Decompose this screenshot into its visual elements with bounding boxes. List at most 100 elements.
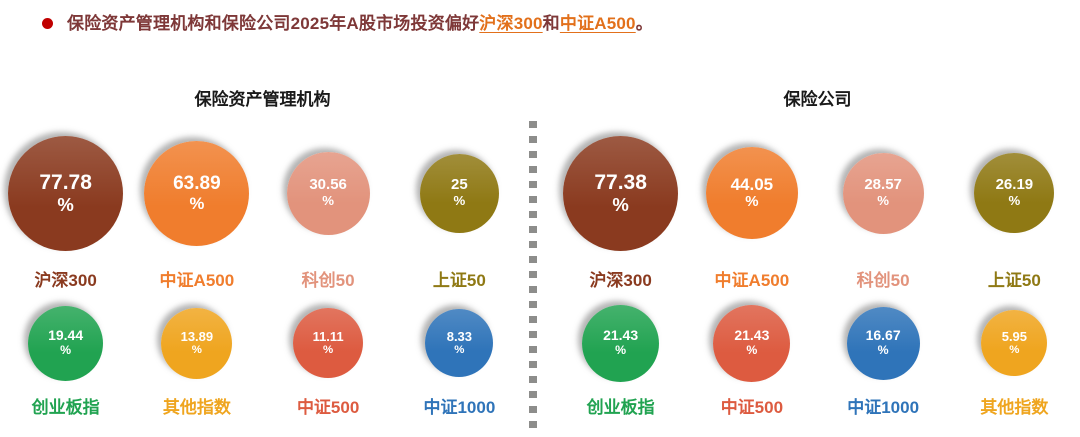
bubble-area: 25%	[419, 126, 499, 260]
bubble-科创50: 28.57%	[842, 152, 924, 234]
bubble-cell: 26.19% 上证50	[949, 126, 1080, 291]
bubble-unit: %	[745, 193, 759, 211]
bubble-cell: 21.43% 创业板指	[555, 291, 686, 418]
bubble-grid-right: 77.38% 沪深300 44.05% 中证A500 28.57% 科创50 26.19% 上…	[555, 126, 1080, 418]
bubble-label: 中证1000	[847, 398, 920, 418]
bubble-cell: 77.38% 沪深300	[555, 126, 686, 291]
bubble-创业板指: 21.43%	[582, 304, 660, 382]
bubble-unit: %	[615, 343, 627, 358]
bubble-label: 沪深300	[34, 271, 97, 291]
bubble-unit: %	[746, 343, 758, 358]
bubble-中证1000: 16.67%	[846, 306, 920, 380]
bubble-cell: 5.95% 其他指数	[949, 291, 1080, 418]
bubble-沪深300: 77.38%	[563, 135, 679, 251]
bubble-label: 科创50	[301, 271, 355, 291]
bubble-科创50: 30.56%	[286, 151, 370, 235]
bubble-cell: 19.44% 创业板指	[0, 291, 131, 418]
bubble-value: 13.89	[180, 328, 214, 344]
bubble-unit: %	[322, 193, 334, 209]
bubble-value: 16.67	[865, 327, 901, 344]
bubble-area: 13.89%	[161, 299, 233, 387]
bubble-value: 26.19	[995, 176, 1034, 194]
bubble-value: 77.38	[594, 171, 647, 195]
bubble-label: 上证50	[987, 271, 1041, 291]
bubble-创业板指: 19.44%	[28, 305, 104, 381]
bubble-其他指数: 13.89%	[161, 307, 233, 379]
headline-text: 保险资产管理机构和保险公司2025年A股市场投资偏好沪深300和中证A500。	[67, 13, 653, 35]
headline-highlight-hushen300: 沪深300	[479, 14, 543, 33]
bubble-label: 中证500	[720, 398, 784, 418]
bubble-value: 8.33	[446, 328, 473, 344]
bubble-unit: %	[877, 343, 889, 358]
bubble-label: 创业板指	[31, 398, 100, 418]
bubble-中证A500: 63.89%	[144, 140, 250, 246]
panel-insurance-companies: 保险公司 77.38% 沪深300 44.05% 中证A500 28.57% 科创50 26…	[541, 85, 1080, 435]
bubble-grid-left: 77.78% 沪深300 63.89% 中证A500 30.56% 科创50 25% 上证50…	[0, 126, 525, 418]
bubble-value: 63.89	[173, 173, 221, 195]
bubble-unit: %	[60, 343, 72, 358]
bubble-value: 21.43	[603, 327, 639, 344]
bubble-cell: 16.67% 中证1000	[818, 291, 949, 418]
bubble-沪深300: 77.78%	[8, 135, 124, 251]
panel-title-left: 保险资产管理机构	[194, 90, 331, 110]
bubble-area: 16.67%	[846, 299, 920, 387]
bubble-value: 25	[451, 176, 468, 194]
bubble-cell: 63.89% 中证A500	[131, 126, 262, 291]
bubble-unit: %	[57, 193, 74, 215]
bubble-area: 26.19%	[974, 126, 1055, 260]
bubble-unit: %	[323, 344, 334, 357]
bubble-area: 11.11%	[293, 299, 364, 387]
bubble-cell: 28.57% 科创50	[818, 126, 949, 291]
bubble-cell: 8.33% 中证1000	[394, 291, 525, 418]
bubble-unit: %	[877, 193, 889, 209]
bubble-cell: 44.05% 中证A500	[686, 126, 817, 291]
bubble-unit: %	[189, 193, 205, 213]
bubble-中证500: 11.11%	[293, 308, 364, 379]
bubble-area: 30.56%	[286, 126, 370, 260]
bubble-cell: 11.11% 中证500	[263, 291, 394, 418]
bubble-area: 21.43%	[713, 299, 791, 387]
bubble-area: 8.33%	[425, 299, 494, 387]
bubble-cell: 21.43% 中证500	[686, 291, 817, 418]
bubble-value: 21.43	[734, 327, 770, 344]
bubble-label: 沪深300	[589, 271, 652, 291]
bubble-label: 中证1000	[423, 398, 496, 418]
bubble-label: 上证50	[432, 271, 486, 291]
bubble-value: 28.57	[864, 176, 902, 194]
bubble-cell: 13.89% 其他指数	[131, 291, 262, 418]
bubble-上证50: 25%	[419, 153, 499, 233]
bubble-chart-area: 保险资产管理机构 77.78% 沪深300 63.89% 中证A500 30.56% 科创…	[0, 85, 1080, 436]
bubble-area: 77.38%	[563, 126, 679, 260]
bubble-上证50: 26.19%	[974, 153, 1055, 234]
bubble-其他指数: 5.95%	[981, 310, 1048, 377]
bullet-icon	[42, 18, 53, 29]
bubble-area: 19.44%	[28, 299, 104, 387]
headline-connector: 和	[542, 14, 560, 33]
bubble-cell: 25% 上证50	[394, 126, 525, 291]
bubble-unit: %	[1008, 193, 1021, 209]
bubble-value: 30.56	[309, 176, 347, 194]
bubble-unit: %	[191, 344, 202, 357]
bubble-value: 77.78	[39, 171, 92, 195]
bubble-label: 其他指数	[980, 398, 1049, 418]
bubble-cell: 77.78% 沪深300	[0, 126, 131, 291]
bubble-area: 77.78%	[8, 126, 124, 260]
dashed-divider	[529, 121, 537, 436]
bubble-value: 5.95	[1001, 328, 1028, 344]
headline-highlight-zhongzhengA500: 中证A500	[559, 14, 636, 33]
bubble-area: 63.89%	[144, 126, 250, 260]
bubble-unit: %	[453, 193, 466, 209]
bubble-value: 11.11	[312, 328, 344, 344]
bubble-area: 44.05%	[705, 126, 798, 260]
bubble-area: 28.57%	[842, 126, 924, 260]
bubble-unit: %	[612, 193, 629, 215]
bubble-中证1000: 8.33%	[425, 309, 494, 378]
bubble-label: 中证A500	[159, 271, 235, 291]
bubble-中证500: 21.43%	[713, 304, 791, 382]
headline-prefix: 保险资产管理机构和保险公司2025年A股市场投资偏好	[67, 14, 480, 33]
bubble-中证A500: 44.05%	[705, 147, 798, 240]
panel-insurance-asset-managers: 保险资产管理机构 77.78% 沪深300 63.89% 中证A500 30.56% 科创…	[0, 85, 525, 435]
bubble-cell: 30.56% 科创50	[263, 126, 394, 291]
bubble-unit: %	[1009, 344, 1020, 357]
